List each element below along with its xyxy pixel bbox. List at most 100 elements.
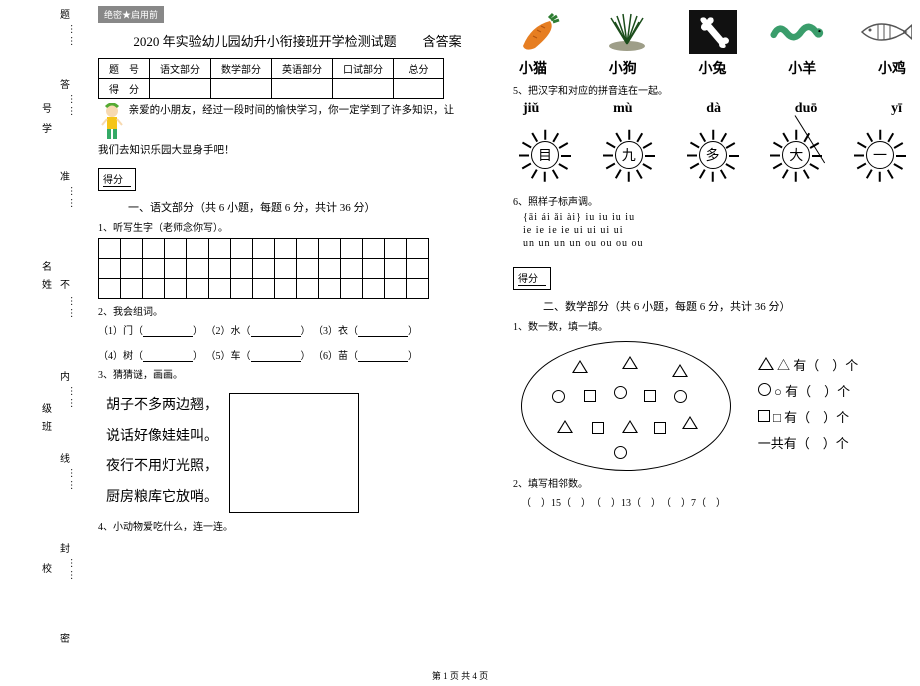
score-header: 语文部分 xyxy=(150,59,211,79)
scorebox-label: 得分 xyxy=(103,175,123,186)
math-q2: 2、填写相邻数。 xyxy=(513,475,912,490)
tone-row: {āi ái ǎi ài} iu iu iu iu xyxy=(523,212,912,223)
tone-row: ie ie ie ie ui ui ui ui xyxy=(523,225,912,236)
pinyin: mù xyxy=(613,101,632,117)
q-6: 6、照样子标声调。 xyxy=(513,193,912,208)
bone-icon xyxy=(685,10,741,54)
margin-label: 准 xyxy=(60,168,70,183)
intro-line: 我们去知识乐园大显身手吧！ xyxy=(98,145,235,156)
margin-label: 题 xyxy=(60,6,70,21)
triangle-icon xyxy=(758,357,774,370)
margin-label: 号 xyxy=(42,100,52,115)
score-cell[interactable] xyxy=(211,79,272,99)
square-icon xyxy=(758,410,770,422)
pinyin-row: jiǔ mù dà duō yī xyxy=(523,101,902,117)
animal-label: 小狗 xyxy=(609,58,637,78)
math-q1: 1、数一数，填一填。 xyxy=(513,318,912,333)
intro-line: 亲爱的小朋友，经过一段时间的愉快学习，你一定学到了许多知识，让 xyxy=(129,105,455,116)
score-header: 口试部分 xyxy=(333,59,394,79)
margin-dots: …… xyxy=(68,24,79,48)
circle-icon xyxy=(758,383,771,396)
margin-label: 线 xyxy=(60,450,70,465)
kid-icon xyxy=(98,103,126,143)
carrot-icon xyxy=(513,10,569,54)
secret-tag: 绝密★启用前 xyxy=(98,6,164,23)
animal-label: 小羊 xyxy=(788,58,816,78)
animal-label: 小猫 xyxy=(519,58,547,78)
grass-icon xyxy=(599,10,655,54)
blank[interactable] xyxy=(358,350,408,362)
margin-dots: …… xyxy=(68,186,79,210)
count-line: ○ 有（ ）个 xyxy=(774,384,850,399)
margin-label: 封 xyxy=(60,540,70,555)
food-pictures xyxy=(513,10,912,54)
animal-label: 小鸡 xyxy=(878,58,906,78)
worm-icon xyxy=(770,10,826,54)
score-header: 数学部分 xyxy=(211,59,272,79)
pinyin: dà xyxy=(706,101,721,117)
margin-label: 学 xyxy=(42,120,52,135)
q-3: 3、猜猜谜，画画。 xyxy=(98,366,497,381)
count-line: 一共有（ ）个 xyxy=(758,436,849,451)
score-header: 题 号 xyxy=(99,59,150,79)
count-line: □ 有（ ）个 xyxy=(773,410,849,425)
pinyin: yī xyxy=(891,101,902,117)
score-cell[interactable] xyxy=(272,79,333,99)
score-cell[interactable] xyxy=(394,79,444,99)
margin-label: 不 xyxy=(60,276,70,291)
score-row-label: 得 分 xyxy=(99,79,150,99)
neighbor-fill[interactable]: （ ）15（ ） （ ）13（ ） （ ）7（ ） xyxy=(521,494,912,509)
margin-label: 内 xyxy=(60,368,70,383)
blank[interactable] xyxy=(358,325,408,337)
writing-grid[interactable] xyxy=(98,238,429,299)
tone-row: un un un un ou ou ou ou xyxy=(523,238,912,249)
q-4: 4、小动物爱吃什么，连一连。 xyxy=(98,518,497,533)
riddle-text: 胡子不多两边翘， 说话好像娃娃叫。 夜行不用灯光照， 厨房粮库它放哨。 xyxy=(106,391,218,514)
margin-label: 校 xyxy=(42,560,52,575)
margin-label: 密 xyxy=(60,630,70,645)
score-cell[interactable] xyxy=(150,79,211,99)
margin-label: 答 xyxy=(60,76,70,91)
margin-dots: …… xyxy=(68,468,79,492)
animal-labels: 小猫 小狗 小兔 小羊 小鸡 xyxy=(519,58,906,78)
margin-label: 级 xyxy=(42,400,52,415)
margin-label: 班 xyxy=(42,418,52,433)
fish-icon xyxy=(856,10,912,54)
blank[interactable] xyxy=(251,350,301,362)
section-math: 二、数学部分（共 6 小题，每题 6 分，共计 36 分） xyxy=(543,298,912,314)
score-header: 英语部分 xyxy=(272,59,333,79)
sun-char: 一 xyxy=(848,123,912,187)
sun-char: 目 xyxy=(513,123,577,187)
sun-row: 目 九 多 大 一 xyxy=(513,123,912,187)
section-scorebox: 得分 xyxy=(513,267,551,290)
scorebox-label: 得分 xyxy=(518,274,538,285)
margin-label: 姓 xyxy=(42,276,52,291)
count-line: △ 有（ ）个 xyxy=(777,358,858,373)
margin-dots: …… xyxy=(68,296,79,320)
binding-margin: 题 …… 答 号 …… 学 准 …… 名 姓 不 …… 内 …… 级 班 线 …… xyxy=(0,0,90,660)
sun-char: 九 xyxy=(597,123,661,187)
shapes-oval xyxy=(521,341,731,471)
q-5: 5、把汉字和对应的拼音连在一起。 xyxy=(513,82,912,97)
page-footer: 第 1 页 共 4 页 xyxy=(0,669,920,682)
section-scorebox: 得分 xyxy=(98,168,136,191)
animal-label: 小兔 xyxy=(699,58,727,78)
exam-title: 2020 年实验幼儿园幼升小衔接班开学检测试题 含答案 xyxy=(98,31,497,50)
margin-dots: …… xyxy=(68,94,79,118)
q-1: 1、听写生字（老师念你写）。 xyxy=(98,219,497,234)
q-2: 2、我会组词。 xyxy=(98,303,497,318)
blank[interactable] xyxy=(143,325,193,337)
pinyin: jiǔ xyxy=(523,101,539,117)
margin-label: 名 xyxy=(42,258,52,273)
count-answers: △ 有（ ）个 ○ 有（ ）个 □ 有（ ）个 一共有（ ）个 xyxy=(758,353,859,457)
blank[interactable] xyxy=(143,350,193,362)
blank[interactable] xyxy=(251,325,301,337)
drawing-box[interactable] xyxy=(229,393,359,513)
margin-dots: …… xyxy=(68,386,79,410)
score-table: 题 号 语文部分 数学部分 英语部分 口试部分 总分 得 分 xyxy=(98,58,444,99)
sun-char: 大 xyxy=(764,123,828,187)
sun-char: 多 xyxy=(681,123,745,187)
q2-row1: （1）门（） （2）水（） （3）衣（） xyxy=(98,322,497,337)
section-chinese: 一、语文部分（共 6 小题，每题 6 分，共计 36 分） xyxy=(128,199,497,215)
score-cell[interactable] xyxy=(333,79,394,99)
